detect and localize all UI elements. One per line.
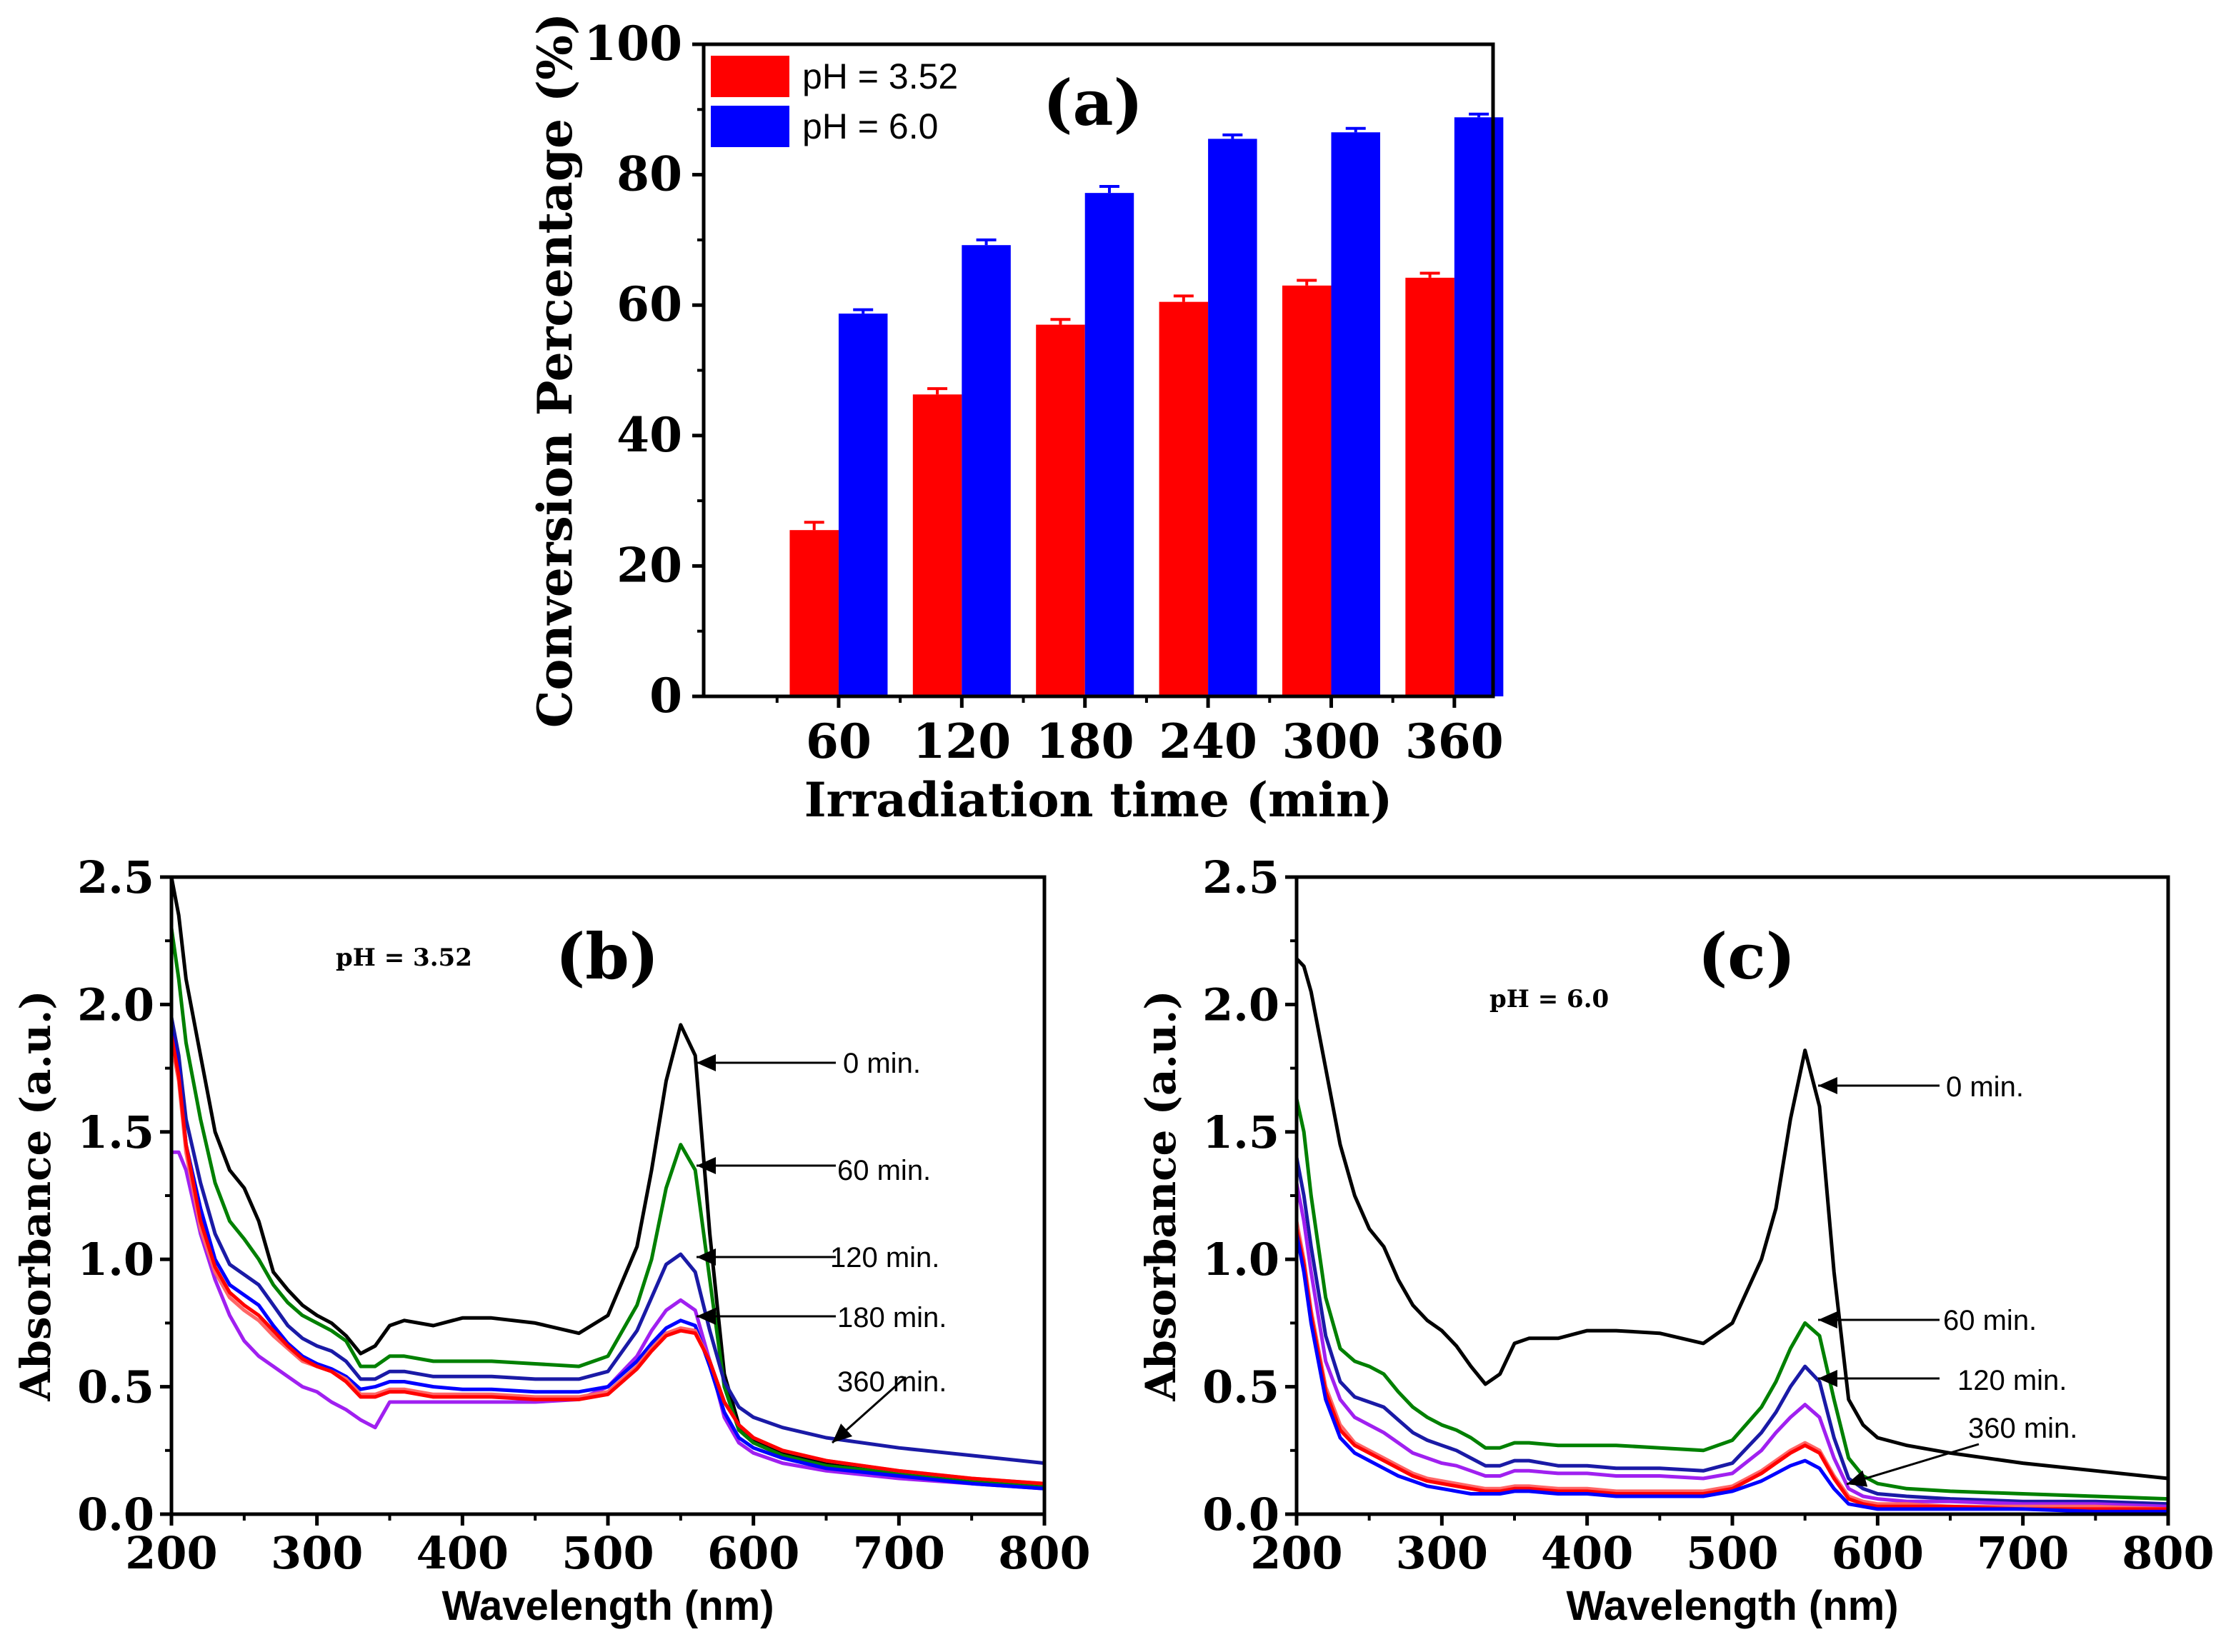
panel-c-condition: pH = 6.0 xyxy=(1489,985,1609,1013)
c-y-tick-label: 1.0 xyxy=(1202,1233,1279,1286)
a-bar-ph60 xyxy=(1084,193,1134,696)
b-y-tick-label: 1.0 xyxy=(77,1233,154,1286)
a-bar-ph60 xyxy=(962,245,1011,697)
c-y-tick-label: 2.0 xyxy=(1202,978,1279,1031)
a-bar-ph352 xyxy=(789,530,839,696)
b-y-tick-label: 2.5 xyxy=(77,851,154,903)
b-x-tick-label: 600 xyxy=(707,1527,799,1579)
panel-b-y-axis-title: Absorbance (a.u.) xyxy=(11,990,60,1401)
b-x-tick-label: 400 xyxy=(416,1527,509,1579)
c-x-tick-label: 200 xyxy=(1250,1527,1342,1579)
panel-a-frame xyxy=(702,42,1495,699)
a-y-tick-label: 60 xyxy=(617,276,682,332)
b-x-tick-label: 800 xyxy=(998,1527,1090,1579)
b-y-tick-label: 1.5 xyxy=(77,1106,154,1158)
a-x-tick-label: 120 xyxy=(912,714,1011,769)
b-annotation-label: 360 min. xyxy=(837,1366,947,1398)
b-x-tick-label: 200 xyxy=(125,1527,217,1579)
b-annotation-label: 0 min. xyxy=(843,1048,921,1079)
a-x-tick-label: 180 xyxy=(1036,714,1134,769)
c-x-tick-label: 700 xyxy=(1977,1527,2069,1579)
c-curve-0-min xyxy=(1295,957,2169,1481)
panel-b-frame xyxy=(169,875,1047,1516)
panel-b-condition: pH = 3.52 xyxy=(336,943,472,972)
a-bar-ph352 xyxy=(1036,324,1085,697)
c-y-tick-label: 0.0 xyxy=(1202,1488,1279,1541)
a-x-tick-label: 60 xyxy=(806,714,872,769)
c-annotation-label: 360 min. xyxy=(1968,1413,2077,1444)
b-annotation-label: 120 min. xyxy=(830,1242,939,1273)
c-curve-240-min xyxy=(1294,1221,2169,1511)
b-y-tick-label: 0.5 xyxy=(77,1361,154,1413)
panel-c-y-axis-title: Absorbance (a.u.) xyxy=(1137,990,1185,1401)
panel-c-x-axis-title: Wavelength (nm) xyxy=(1566,1583,1898,1629)
panel-a-x-axis-title: Irradiation time (min) xyxy=(804,772,1392,828)
a-bar-ph352 xyxy=(1159,301,1209,696)
c-x-tick-label: 400 xyxy=(1541,1527,1633,1579)
legend-swatch-ph352 xyxy=(711,56,789,97)
c-curve-360-min xyxy=(1294,1233,2168,1513)
b-annotation-label: 180 min. xyxy=(837,1302,947,1333)
panel-c-label: (c) xyxy=(1698,919,1796,993)
panel-c-line-chart: 200 300 400 500 600 700 8000.00.51.01.52.02.5 … xyxy=(1137,851,2215,1629)
a-bar-ph60 xyxy=(1454,117,1504,697)
b-y-tick-label: 2.0 xyxy=(77,978,154,1031)
b-x-tick-label: 300 xyxy=(271,1527,363,1579)
a-y-tick-label: 80 xyxy=(617,146,682,202)
a-y-tick-label: 40 xyxy=(617,407,682,463)
c-x-tick-label: 300 xyxy=(1396,1527,1488,1579)
b-annotation-label: 60 min. xyxy=(837,1155,931,1186)
c-y-tick-label: 1.5 xyxy=(1202,1106,1279,1158)
b-x-tick-label: 500 xyxy=(562,1527,654,1579)
a-x-tick-label: 300 xyxy=(1282,714,1381,769)
c-curve-120-min xyxy=(1294,1157,2169,1506)
a-bar-ph352 xyxy=(1282,285,1332,696)
panel-b-line-chart: 200 300 400 500 600 700 8000.00.51.01.52.02.5 … xyxy=(11,851,1091,1629)
b-curve-240-min xyxy=(169,1029,1045,1491)
b-curve-120-min xyxy=(169,1016,1045,1466)
c-y-tick-label: 2.5 xyxy=(1202,851,1279,903)
a-bar-ph60 xyxy=(1331,132,1380,696)
c-annotation-label: 60 min. xyxy=(1943,1305,2037,1336)
a-y-tick-label: 0 xyxy=(649,668,682,724)
c-x-tick-label: 500 xyxy=(1686,1527,1778,1579)
panel-b-label: (b) xyxy=(556,919,659,993)
c-curve-180-min xyxy=(1294,1182,2169,1508)
a-x-tick-label: 240 xyxy=(1159,714,1257,769)
a-bar-ph352 xyxy=(912,394,962,696)
legend-swatch-ph60 xyxy=(711,106,789,147)
legend-label: pH = 3.52 xyxy=(802,56,958,96)
panel-a-legend: pH = 3.52 pH = 6.0 xyxy=(711,56,958,147)
b-curve-180-min xyxy=(171,1150,1045,1491)
c-annotation-arrow xyxy=(1846,1443,1980,1487)
c-x-tick-label: 600 xyxy=(1832,1527,1924,1579)
b-y-tick-label: 0.0 xyxy=(77,1488,154,1541)
b-curve-60-min xyxy=(169,928,1045,1488)
legend-label: pH = 6.0 xyxy=(802,106,938,146)
b-curve-360-min xyxy=(169,1034,1045,1486)
panel-c-frame xyxy=(1294,875,2170,1516)
panel-a-label: (a) xyxy=(1043,66,1143,140)
c-annotation-label: 120 min. xyxy=(1957,1365,2067,1396)
a-y-tick-label: 100 xyxy=(584,16,682,71)
a-bar-ph60 xyxy=(838,314,888,697)
a-x-tick-label: 360 xyxy=(1405,714,1504,769)
b-annotation-arrow xyxy=(832,1376,907,1444)
panel-a-y-axis-title: Conversion Percentage (%) xyxy=(527,13,583,728)
c-curve-300-min xyxy=(1294,1228,2168,1511)
b-curve-0-min xyxy=(169,876,1045,1488)
c-x-tick-label: 800 xyxy=(2122,1527,2214,1579)
a-bar-ph60 xyxy=(1208,139,1257,696)
b-x-tick-label: 700 xyxy=(853,1527,945,1579)
panel-a-bar-chart: 0 20 40 60 80 100 60 120 180 240 300 360 (a) Irradi… xyxy=(527,13,1504,828)
a-y-tick-label: 20 xyxy=(617,537,682,593)
panel-b-x-axis-title: Wavelength (nm) xyxy=(441,1583,774,1629)
c-y-tick-label: 0.5 xyxy=(1202,1361,1279,1413)
a-bar-ph352 xyxy=(1405,277,1454,696)
c-annotation-label: 0 min. xyxy=(1946,1071,2024,1103)
